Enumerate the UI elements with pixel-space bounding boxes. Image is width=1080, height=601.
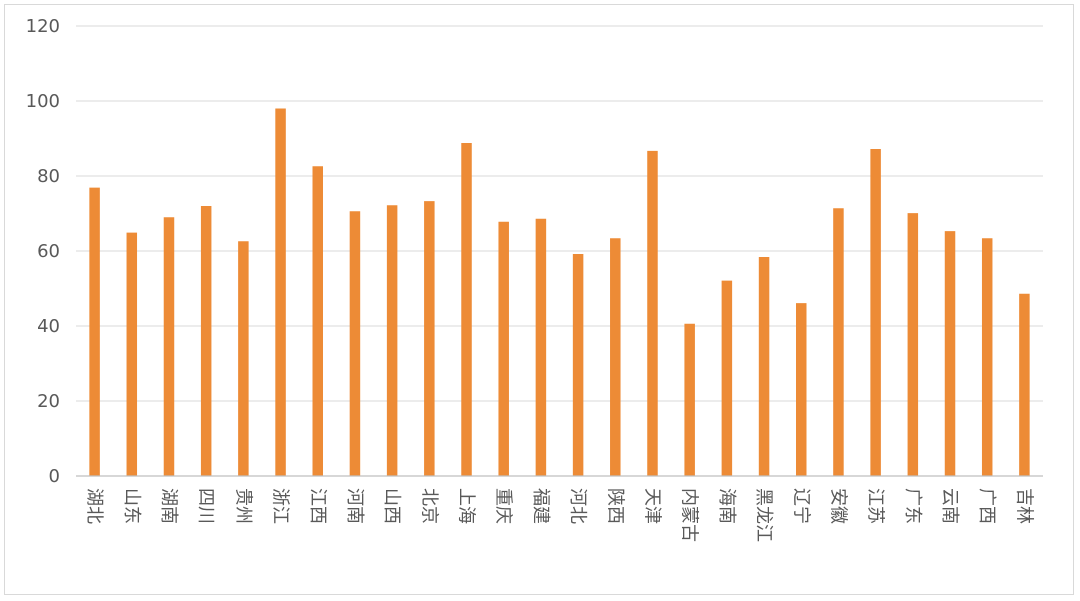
x-tick-label: 山西 bbox=[381, 488, 402, 524]
bar-18 bbox=[721, 280, 733, 477]
x-tick-labels: 湖北 山东 湖南 四川 贵州 浙江 江西 河南 山西 北京 上海 重庆 福建 河北 陕西 天津 内蒙古 海南 黑龙江… bbox=[84, 488, 1035, 542]
x-tick-label: 上海 bbox=[456, 488, 477, 524]
bar-19 bbox=[758, 257, 770, 476]
bar-17 bbox=[684, 323, 695, 476]
x-tick-label: 福建 bbox=[530, 488, 551, 524]
x-tick-label: 北京 bbox=[418, 488, 439, 524]
bar-1 bbox=[89, 187, 100, 477]
x-tick-label: 广西 bbox=[976, 488, 997, 524]
bar-8 bbox=[349, 211, 361, 476]
bar-23 bbox=[907, 213, 919, 477]
y-tick-label: 60 bbox=[37, 241, 60, 262]
y-tick-label: 40 bbox=[37, 316, 60, 337]
bar-7 bbox=[312, 166, 323, 476]
x-tick-label: 河南 bbox=[344, 488, 365, 524]
bar-5 bbox=[238, 241, 249, 476]
bar-11 bbox=[461, 143, 472, 476]
bar-15 bbox=[610, 238, 621, 476]
x-tick-label: 河北 bbox=[567, 488, 588, 524]
bar-6 bbox=[275, 108, 286, 476]
y-tick-label: 0 bbox=[49, 466, 60, 487]
y-tick-label: 120 bbox=[26, 16, 60, 37]
x-tick-label: 黑龙江 bbox=[753, 488, 774, 542]
x-tick-label: 重庆 bbox=[493, 488, 514, 524]
x-tick-label: 天津 bbox=[641, 488, 662, 524]
y-tick-label: 80 bbox=[37, 166, 60, 187]
x-tick-label: 辽宁 bbox=[790, 488, 811, 524]
bar-12 bbox=[498, 221, 509, 476]
bar-14 bbox=[572, 254, 584, 476]
x-tick-label: 安徽 bbox=[827, 488, 848, 524]
bar-2 bbox=[126, 232, 138, 476]
bar-9 bbox=[386, 205, 398, 476]
bar-13 bbox=[535, 218, 547, 476]
x-tick-label: 山东 bbox=[121, 488, 142, 524]
bar-22 bbox=[870, 149, 881, 476]
x-tick-label: 内蒙古 bbox=[679, 488, 700, 542]
bar-26 bbox=[1019, 293, 1030, 476]
x-tick-label: 云南 bbox=[939, 488, 960, 524]
x-tick-label: 四川 bbox=[195, 488, 216, 524]
x-tick-label: 海南 bbox=[716, 488, 737, 524]
x-tick-label: 浙江 bbox=[270, 488, 291, 524]
bar-10 bbox=[424, 201, 435, 477]
bar-24 bbox=[944, 231, 956, 477]
y-tick-label: 20 bbox=[37, 391, 60, 412]
bar-25 bbox=[981, 238, 993, 476]
x-tick-label: 江西 bbox=[307, 488, 328, 524]
bar-3 bbox=[163, 217, 175, 476]
bar-4 bbox=[200, 206, 212, 476]
x-tick-label: 陕西 bbox=[604, 488, 625, 524]
bar-16 bbox=[647, 150, 658, 477]
bars bbox=[89, 108, 1030, 477]
y-tick-labels: 0 20 40 60 80 100 120 bbox=[26, 16, 60, 487]
y-tick-label: 100 bbox=[26, 91, 60, 112]
x-tick-label: 江苏 bbox=[865, 488, 886, 524]
x-tick-label: 广东 bbox=[902, 488, 923, 524]
bar-21 bbox=[833, 208, 844, 476]
x-tick-label: 吉林 bbox=[1013, 488, 1034, 524]
x-tick-label: 贵州 bbox=[232, 488, 253, 524]
x-tick-label: 湖北 bbox=[84, 488, 105, 524]
bar-20 bbox=[796, 303, 807, 477]
x-tick-label: 湖南 bbox=[158, 488, 179, 524]
gridlines bbox=[76, 25, 1043, 402]
